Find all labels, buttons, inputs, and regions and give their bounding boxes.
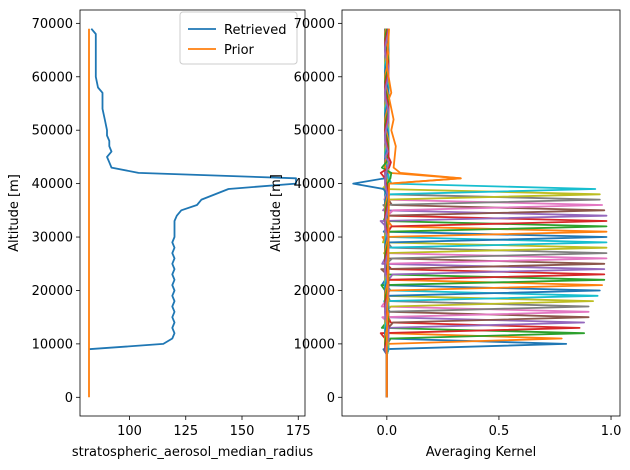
y-tick-label: 50000 [32, 124, 73, 139]
x-tick-label: 175 [286, 424, 311, 439]
left-axis-ticks: 0 10000 20000 30000 40000 50000 60000 70000 100 1… [32, 17, 311, 439]
x-tick-label: 150 [230, 424, 255, 439]
right-plot-lines [352, 28, 608, 398]
left-panel-retrieved-vs-prior: 0 10000 20000 30000 40000 50000 60000 70000 100 1… [7, 9, 314, 460]
legend-label-retrieved: Retrieved [224, 23, 286, 38]
right-x-axis-label: Averaging Kernel [426, 445, 536, 460]
kernel-line [384, 28, 390, 398]
left-axes-frame [79, 9, 306, 417]
series-line-retrieved [88, 28, 297, 351]
y-tick-label: 20000 [32, 284, 73, 299]
right-axis-ticks: 0 10000 20000 30000 40000 50000 60000 70000 0.0 0… [294, 17, 622, 439]
y-tick-label: 60000 [294, 70, 335, 85]
y-tick-label: 20000 [294, 284, 335, 299]
y-tick-label: 70000 [294, 17, 335, 32]
y-tick-label: 60000 [32, 70, 73, 85]
y-tick-label: 40000 [32, 177, 73, 192]
x-tick-label: 1.0 [601, 424, 622, 439]
y-tick-label: 40000 [294, 177, 335, 192]
x-tick-label: 100 [117, 424, 142, 439]
left-x-axis-label: stratospheric_aerosol_median_radius [72, 445, 314, 460]
left-y-axis-label: Altitude [m] [7, 174, 22, 252]
y-tick-label: 30000 [294, 231, 335, 246]
y-tick-label: 0 [65, 391, 73, 406]
left-plot-lines [88, 28, 297, 398]
x-tick-label: 0.0 [376, 424, 397, 439]
right-axes-frame [341, 9, 621, 417]
y-tick-label: 10000 [294, 337, 335, 352]
legend: Retrieved Prior [179, 11, 298, 65]
right-y-axis-label: Altitude [m] [269, 174, 284, 252]
x-tick-label: 125 [173, 424, 198, 439]
y-tick-label: 70000 [32, 17, 73, 32]
x-tick-label: 0.5 [489, 424, 510, 439]
legend-box [179, 11, 298, 65]
legend-label-prior: Prior [224, 43, 255, 58]
y-tick-label: 30000 [32, 231, 73, 246]
y-tick-label: 10000 [32, 337, 73, 352]
y-tick-label: 50000 [294, 124, 335, 139]
kernel-line [385, 28, 462, 398]
right-panel-averaging-kernel: 0 10000 20000 30000 40000 50000 60000 70000 0.0 0… [269, 9, 622, 460]
y-tick-label: 0 [327, 391, 335, 406]
